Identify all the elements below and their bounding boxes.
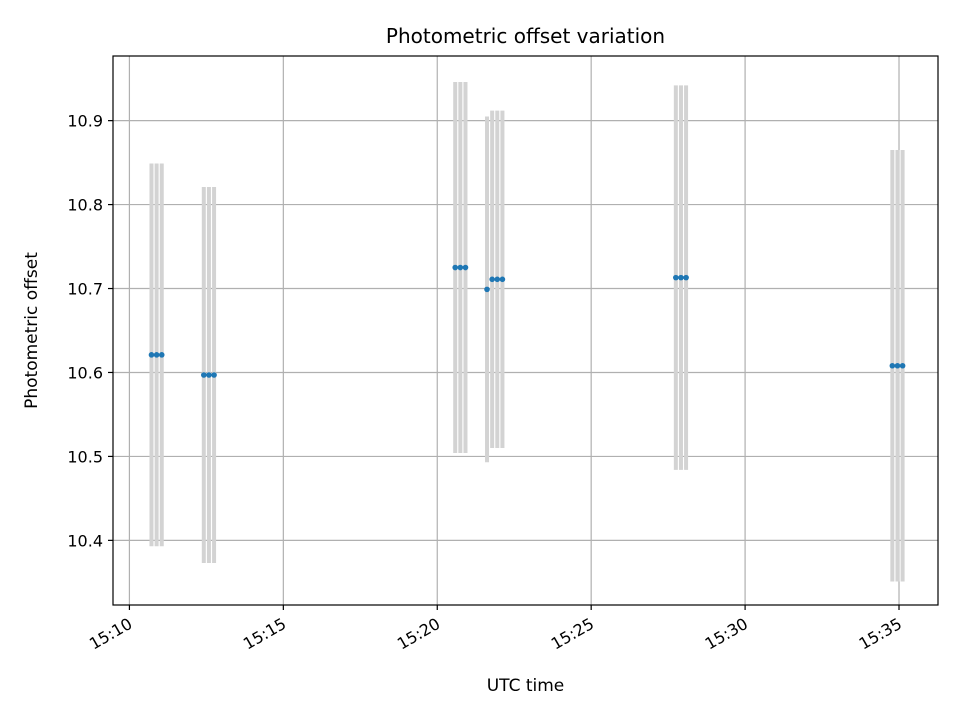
data-point <box>452 264 459 271</box>
x-tick-label: 15:30 <box>702 614 751 654</box>
x-tick-label: 15:10 <box>86 614 135 654</box>
data-point <box>484 286 490 293</box>
data-point <box>148 352 155 358</box>
chart-title: Photometric offset variation <box>386 24 665 48</box>
x-axis-title: UTC time <box>487 676 565 696</box>
x-tick-label: 15:35 <box>856 614 905 654</box>
x-tick-label: 15:15 <box>240 614 289 654</box>
data-point <box>153 352 160 358</box>
data-point <box>894 362 901 369</box>
y-tick-label: 10.7 <box>67 280 103 299</box>
data-point <box>683 274 689 281</box>
data-point <box>899 362 906 369</box>
data-point <box>889 362 896 369</box>
x-tick-label: 15:25 <box>548 614 597 654</box>
y-axis-title: Photometric offset <box>22 252 42 409</box>
data-point <box>462 264 469 271</box>
data-point <box>206 372 212 378</box>
y-tick-label: 10.5 <box>67 447 103 466</box>
data-point <box>201 372 207 378</box>
data-point <box>211 372 217 378</box>
data-point <box>489 276 495 283</box>
y-tick-label: 10.8 <box>67 196 103 215</box>
data-point <box>673 274 679 281</box>
data-point <box>499 276 506 283</box>
plot-frame <box>112 55 939 606</box>
data-point <box>678 274 684 281</box>
data-point <box>494 276 501 283</box>
y-tick-label: 10.6 <box>67 363 103 382</box>
data-point <box>457 264 464 271</box>
data-point <box>158 352 165 358</box>
x-tick-label: 15:20 <box>394 614 443 654</box>
y-tick-label: 10.9 <box>67 112 103 131</box>
y-tick-label: 10.4 <box>67 531 103 550</box>
